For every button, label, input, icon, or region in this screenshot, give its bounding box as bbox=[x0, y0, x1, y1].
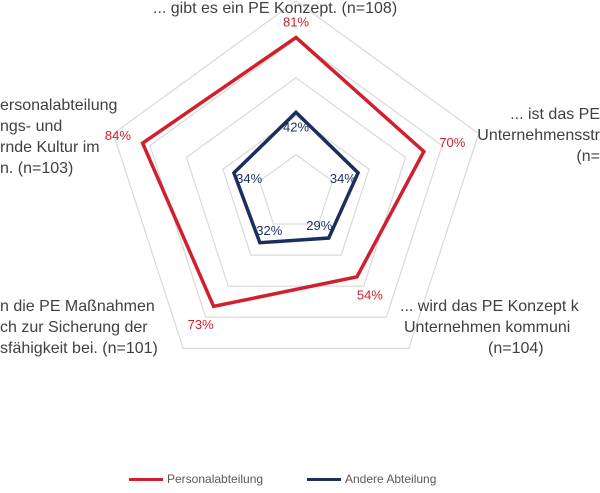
legend-label-andere-abteilung: Andere Abteilung bbox=[345, 472, 437, 486]
axis-label-top-line-1: ... gibt es ein PE Konzept. (n=108) bbox=[153, 0, 398, 17]
axis-label-left-line-4: n. (n=103) bbox=[0, 160, 74, 177]
value-label-andere-abteilung-1: 42% bbox=[283, 119, 309, 134]
axis-label-bottom-right: ... wird das PE Konzept k Unternehmen ko… bbox=[396, 296, 579, 359]
value-label-personalabteilung-3: 54% bbox=[357, 288, 383, 303]
value-label-andere-abteilung-2: 34% bbox=[330, 171, 356, 186]
legend-item-personalabteilung: Personalabteilung bbox=[129, 472, 263, 486]
axis-label-left-line-1: ersonalabteilung bbox=[0, 97, 118, 114]
axis-label-right-line-3: (n= bbox=[576, 148, 600, 165]
legend-swatch-andere-abteilung bbox=[307, 477, 341, 481]
value-label-andere-abteilung-5: 34% bbox=[236, 171, 262, 186]
grid-ring-80 bbox=[149, 38, 443, 318]
value-label-personalabteilung-2: 70% bbox=[439, 135, 465, 150]
axis-label-bottom-left-line-2: ch zur Sicherung der bbox=[0, 319, 148, 336]
axis-label-bottom-left-line-1: n die PE Maßnahmen bbox=[0, 298, 155, 315]
grid-ring-20 bbox=[258, 153, 334, 225]
axis-label-bottom-left-line-3: sfähigkeit bei. (n=101) bbox=[0, 340, 158, 357]
axis-label-left: ersonalabteilung ngs- und rnde Kultur im… bbox=[0, 95, 117, 179]
legend-swatch-personalabteilung bbox=[129, 477, 163, 481]
axis-label-right: ... ist das PE Unternehmensstr (n= bbox=[460, 104, 600, 167]
legend-item-andere-abteilung: Andere Abteilung bbox=[307, 472, 436, 486]
axis-label-bottom-right-line-3: (n=104) bbox=[488, 340, 544, 357]
axis-label-top: ... gibt es ein PE Konzept. (n=108) bbox=[153, 0, 397, 19]
value-label-personalabteilung-4: 73% bbox=[188, 317, 214, 332]
axis-label-bottom-right-line-2: Unternehmen kommuni bbox=[404, 319, 571, 336]
grid-ring-60 bbox=[185, 77, 407, 287]
value-label-personalabteilung-5: 84% bbox=[105, 128, 131, 143]
value-label-andere-abteilung-4: 32% bbox=[256, 223, 282, 238]
axis-label-left-line-3: rnde Kultur im bbox=[0, 139, 100, 156]
grid-ring-100 bbox=[112, 0, 480, 349]
legend-label-personalabteilung: Personalabteilung bbox=[167, 472, 264, 486]
axis-label-right-line-1: ... ist das PE bbox=[510, 106, 600, 123]
grid-ring-40 bbox=[222, 115, 370, 256]
value-label-andere-abteilung-3: 29% bbox=[306, 218, 332, 233]
axis-label-bottom-left: n die PE Maßnahmen ch zur Sicherung der … bbox=[0, 296, 158, 359]
value-label-personalabteilung-1: 81% bbox=[283, 14, 309, 29]
axis-label-right-line-2: Unternehmensstr bbox=[477, 127, 600, 144]
series-line-andere-abteilung bbox=[231, 109, 361, 245]
series-line-personalabteilung bbox=[140, 35, 427, 309]
axis-label-left-line-2: ngs- und bbox=[0, 118, 63, 135]
axis-label-bottom-right-line-1: ... wird das PE Konzept k bbox=[400, 298, 579, 315]
